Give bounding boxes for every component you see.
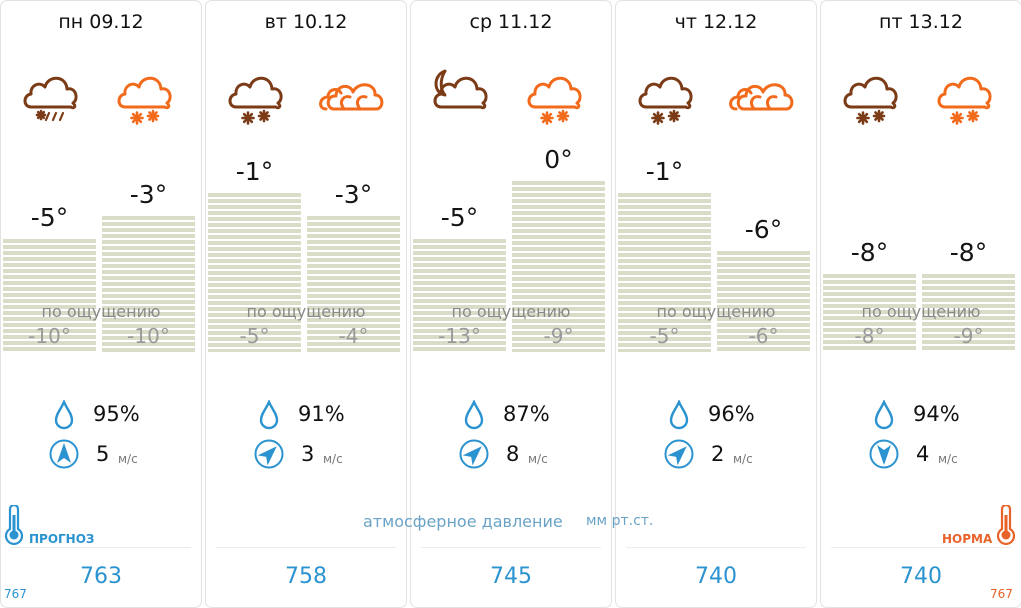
pressure-value: 740 <box>695 564 737 589</box>
day-date: вт 10.12 <box>264 11 348 33</box>
humidity-drop-icon <box>463 398 485 430</box>
temperature-bar <box>307 215 400 352</box>
day-column: пт 13.12 -8° -8° -8° -9° по ощущению 94% 4 м/с 74… <box>820 0 1021 608</box>
pressure-value: 745 <box>490 564 532 589</box>
pressure-value: 740 <box>900 564 942 589</box>
wind-unit: м/с <box>118 452 138 466</box>
temperature-bar <box>618 192 711 352</box>
wind-speed-value: 2 <box>711 442 725 466</box>
humidity-value: 91% <box>298 402 345 426</box>
temperature-value: -5° <box>440 203 479 232</box>
norm-thermometer-icon <box>995 503 1017 546</box>
temperature-value: -6° <box>744 214 783 244</box>
temperature-bar <box>3 239 96 352</box>
wind-unit: м/с <box>733 452 753 466</box>
temperature-value: -1° <box>235 156 274 186</box>
snow-cloud-icon <box>525 65 591 131</box>
humidity-drop-icon <box>873 398 895 430</box>
rain-snow-cloud-icon <box>21 65 87 131</box>
divider <box>831 547 1011 548</box>
feels-like-value: -6° <box>748 324 779 348</box>
divider <box>626 547 806 548</box>
pressure-unit: мм рт.ст. <box>586 513 654 529</box>
temperature-bar <box>512 181 605 352</box>
wind-speed-value: 5 <box>96 442 110 466</box>
feels-like-label: по ощущению <box>41 302 161 321</box>
feels-like-value: -10° <box>28 324 71 348</box>
temperature-value: -3° <box>334 179 373 209</box>
humidity-value: 94% <box>913 402 960 426</box>
wind-direction-icon <box>459 439 489 469</box>
feels-like-value: -5° <box>649 324 680 348</box>
day-date: пт 13.12 <box>879 11 963 33</box>
temperature-bar <box>102 215 195 352</box>
temperature-value: 0° <box>544 145 573 174</box>
temperature-value: -8° <box>949 237 988 267</box>
pressure-scale-left: 767 <box>4 587 27 601</box>
wind-direction-icon <box>869 439 899 469</box>
snow-cloud-icon <box>841 65 907 131</box>
forecast-label: ПРОГНОЗ <box>29 532 95 546</box>
wind-unit: м/с <box>528 452 548 466</box>
humidity-value: 96% <box>708 402 755 426</box>
cloudy-icon <box>319 65 386 131</box>
snow-cloud-icon <box>115 65 181 131</box>
temperature-value: -5° <box>30 203 69 232</box>
feels-like-value: -13° <box>438 324 481 348</box>
pressure-label: атмосферное давление <box>363 512 563 531</box>
feels-like-label: по ощущению <box>451 302 571 321</box>
feels-like-value: -9° <box>953 324 984 348</box>
wind-direction-icon <box>254 439 284 469</box>
humidity-value: 87% <box>503 402 550 426</box>
wind-unit: м/с <box>323 452 343 466</box>
feels-like-label: по ощущению <box>861 302 981 321</box>
snow-cloud-icon <box>226 65 292 131</box>
feels-like-value: -5° <box>239 324 270 348</box>
day-date: пн 09.12 <box>58 11 144 33</box>
pressure-value: 758 <box>285 564 327 589</box>
snow-cloud-icon <box>636 65 702 131</box>
feels-like-label: по ощущению <box>656 302 776 321</box>
snow-cloud-icon <box>935 65 1001 131</box>
wind-unit: м/с <box>938 452 958 466</box>
feels-like-value: -10° <box>127 324 170 348</box>
wind-speed-value: 3 <box>301 442 315 466</box>
temperature-value: -3° <box>129 179 168 209</box>
temperature-bar <box>717 250 810 352</box>
temperature-bar <box>208 192 301 352</box>
humidity-value: 95% <box>93 402 140 426</box>
day-column: чт 12.12 -1° -5° -6° -6° по ощущению 96% 2 м/с 74… <box>615 0 817 608</box>
temperature-value: -1° <box>645 156 684 186</box>
wind-speed-value: 8 <box>506 442 520 466</box>
pressure-value: 763 <box>80 564 122 589</box>
forecast-thermometer-icon <box>3 503 25 546</box>
humidity-drop-icon <box>53 398 75 430</box>
feels-like-value: -9° <box>543 324 574 348</box>
feels-like-label: по ощущению <box>246 302 366 321</box>
divider <box>421 547 601 548</box>
norm-label: НОРМА <box>942 532 993 546</box>
temperature-bar <box>413 239 506 352</box>
moon-cloud-icon <box>431 65 497 131</box>
temperature-bar <box>823 273 916 352</box>
humidity-drop-icon <box>258 398 280 430</box>
day-date: ср 11.12 <box>469 11 553 33</box>
day-date: чт 12.12 <box>674 11 758 33</box>
divider <box>216 547 396 548</box>
temperature-value: -8° <box>850 237 889 267</box>
day-column: вт 10.12 -1° -5° -3° -4° по ощущению 91% 3 м/с 75… <box>205 0 407 608</box>
humidity-drop-icon <box>668 398 690 430</box>
feels-like-value: -4° <box>338 324 369 348</box>
pressure-scale-right: 767 <box>990 587 1013 601</box>
day-column: пн 09.12 -5° -10° -3° -10° по ощущению 95% 5 м/с… <box>0 0 202 608</box>
cloudy-icon <box>729 65 796 131</box>
feels-like-value: -8° <box>854 324 885 348</box>
wind-direction-icon <box>664 439 694 469</box>
wind-speed-value: 4 <box>916 442 930 466</box>
temperature-bar <box>922 273 1015 352</box>
wind-direction-icon <box>49 439 79 469</box>
divider <box>11 547 191 548</box>
